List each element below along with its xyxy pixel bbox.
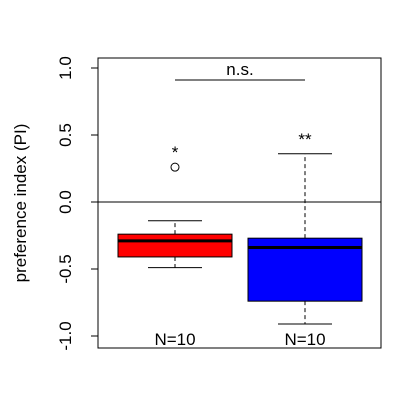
outlier-point — [170, 162, 180, 172]
y-tick-label: 0.0 — [56, 190, 75, 214]
y-tick-label: -0.5 — [56, 254, 75, 283]
comparison-label: n.s. — [226, 60, 253, 79]
sample-size-label: N=10 — [154, 330, 195, 349]
y-tick-label: -1.0 — [56, 321, 75, 350]
y-axis: -1.0 -0.5 0.0 0.5 1.0 — [56, 56, 99, 351]
y-axis-label: preference index (PI) — [11, 124, 30, 283]
plot-frame — [97, 57, 382, 349]
box — [117, 233, 233, 258]
plot-marks: * N=10 ** N=10 n.s. — [98, 60, 381, 349]
sample-size-label: N=10 — [284, 330, 325, 349]
y-tick-label: 0.5 — [56, 123, 75, 147]
y-tick-label: 1.0 — [56, 56, 75, 80]
significance-label: ** — [298, 130, 312, 149]
significance-label: * — [172, 143, 179, 162]
